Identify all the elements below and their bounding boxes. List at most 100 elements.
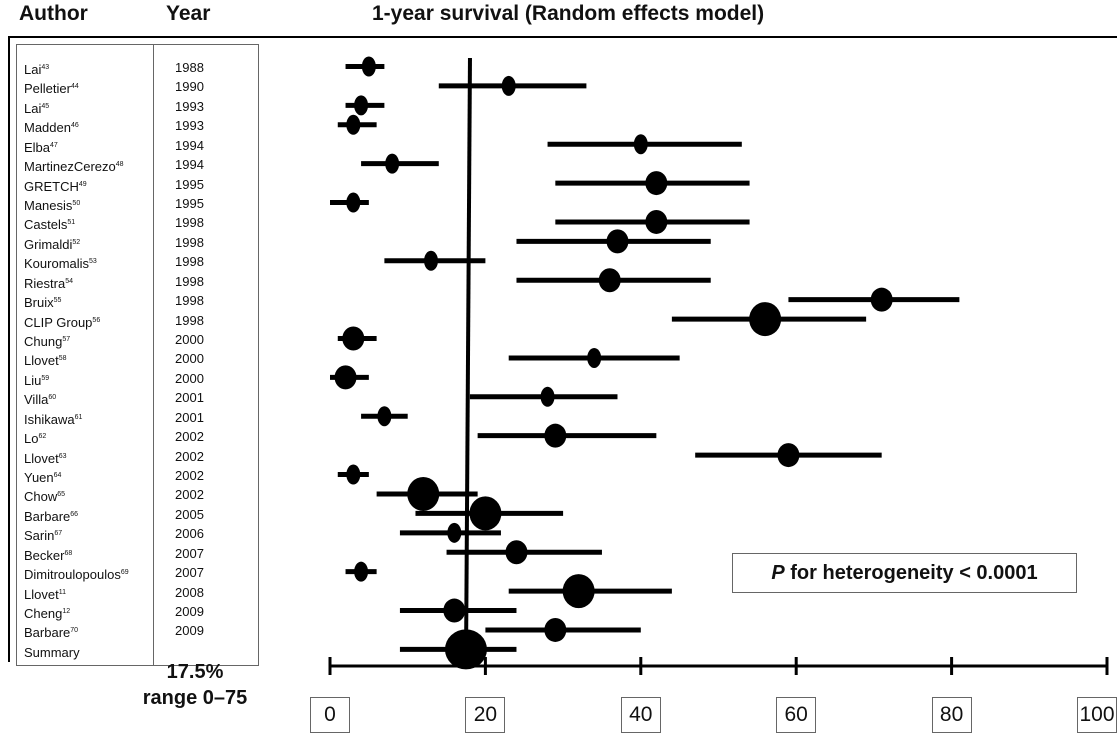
reference-number: 65	[57, 491, 66, 499]
author-header: Author	[19, 2, 88, 25]
author-name: Lai	[24, 100, 42, 116]
study-author: Liu59	[24, 369, 49, 390]
study-row: Barbare70 2009	[17, 621, 260, 640]
author-name: Yuen	[24, 470, 54, 486]
study-row: Liu59 2000	[17, 369, 260, 388]
study-row: GRETCH49 1995	[17, 175, 260, 194]
point-estimate-marker	[587, 347, 602, 368]
x-tick-label: 20	[465, 697, 506, 733]
study-author: Cheng12	[24, 602, 70, 623]
study-row: Lai43 1988	[17, 58, 260, 77]
study-year: 1998	[175, 312, 204, 328]
x-tick-label: 80	[931, 697, 972, 733]
study-row: Riestra54 1998	[17, 272, 260, 291]
chart-title: 1-year survival (Random effects model)	[372, 2, 765, 25]
reference-number: 62	[38, 433, 47, 441]
study-author: Chung57	[24, 330, 70, 351]
reference-number: 52	[72, 238, 81, 246]
study-author: Llovet58	[24, 349, 67, 370]
study-year: 1998	[175, 215, 204, 231]
study-year: 2009	[175, 623, 204, 639]
author-name: Lo	[24, 431, 39, 447]
author-name: Liu	[24, 372, 42, 388]
author-name: Grimaldi	[24, 236, 73, 252]
study-author: MartinezCerezo48	[24, 155, 124, 176]
table-divider	[153, 45, 154, 665]
author-name: CLIP Group	[24, 314, 93, 330]
reference-number: 59	[41, 374, 50, 382]
point-estimate-marker	[501, 75, 516, 96]
pooled-estimate-line	[463, 57, 472, 667]
reference-number: 54	[65, 277, 73, 285]
study-year: 2001	[175, 390, 204, 406]
author-name: Barbare	[24, 508, 71, 524]
author-name: Ishikawa	[24, 411, 75, 427]
author-name: Cheng	[24, 606, 63, 622]
study-year: 2005	[175, 506, 204, 522]
study-year: 1988	[175, 60, 204, 75]
study-row: MartinezCerezo48 1994	[17, 155, 260, 174]
point-estimate-marker	[540, 386, 555, 407]
reference-number: 12	[62, 608, 71, 616]
reference-number: 66	[70, 510, 79, 518]
reference-number: 70	[70, 627, 79, 635]
study-year: 2002	[175, 468, 204, 484]
study-year: 1994	[175, 157, 204, 173]
point-estimate-marker	[354, 95, 369, 116]
study-author: Sarin67	[24, 524, 62, 545]
reference-number: 50	[72, 200, 81, 207]
study-year: 1995	[175, 196, 204, 211]
point-estimate-marker	[598, 268, 621, 293]
heterogeneity-box: P for heterogeneity < 0.0001	[732, 553, 1077, 593]
study-author: Elba47	[24, 136, 58, 157]
study-row: Llovet63 2002	[17, 447, 260, 466]
study-year: 1998	[175, 293, 204, 309]
study-row: Bruix55 1998	[17, 291, 260, 310]
study-year: 2002	[175, 448, 204, 464]
heterogeneity-text: for heterogeneity < 0.0001	[784, 562, 1038, 584]
study-row: Becker68 2007	[17, 544, 260, 563]
point-estimate-marker	[562, 574, 595, 609]
point-estimate-marker	[645, 209, 668, 234]
summary-value: 17.5%	[166, 661, 224, 683]
reference-number: 48	[115, 161, 124, 169]
point-estimate-marker	[544, 423, 567, 448]
study-author: Villa60	[24, 388, 56, 409]
study-row: Lai45 1993	[17, 97, 260, 116]
study-year: 2000	[175, 351, 204, 367]
author-name: Chow	[24, 489, 58, 505]
reference-number: 46	[70, 122, 79, 130]
study-author: Bruix55	[24, 291, 61, 312]
author-name: Llovet	[24, 586, 59, 602]
study-author: GRETCH49	[24, 175, 87, 196]
study-author: Barbare66	[24, 505, 78, 526]
author-name: Bruix	[24, 295, 54, 311]
study-row: Llovet11 2008	[17, 583, 260, 602]
reference-number: 49	[78, 180, 87, 188]
reference-number: 60	[48, 394, 57, 402]
study-year: 2002	[175, 487, 204, 503]
study-row: Ishikawa61 2001	[17, 408, 260, 427]
author-name: Kouromalis	[24, 256, 90, 272]
point-estimate-marker	[633, 134, 648, 155]
summary-estimate-marker	[444, 629, 487, 670]
study-author: CLIP Group56	[24, 311, 100, 332]
study-row: Grimaldi52 1998	[17, 233, 260, 252]
point-estimate-marker	[443, 598, 466, 623]
point-estimate-marker	[342, 326, 365, 351]
reference-number: 56	[92, 316, 101, 324]
study-author: Dimitroulopoulos69	[24, 563, 129, 584]
study-author: Chow65	[24, 485, 65, 506]
reference-number: 51	[67, 219, 76, 227]
author-name: Manesis	[24, 198, 73, 213]
study-author: Madden46	[24, 116, 79, 137]
study-year: 2000	[175, 370, 204, 386]
reference-number: 69	[120, 569, 129, 577]
study-year: 1998	[175, 234, 204, 250]
study-author: Llovet11	[24, 583, 66, 604]
plot-frame	[8, 36, 1117, 662]
reference-number: 58	[58, 355, 67, 363]
year-header: Year	[166, 2, 211, 25]
study-year: 2007	[175, 565, 204, 581]
study-year: 2002	[175, 429, 204, 445]
